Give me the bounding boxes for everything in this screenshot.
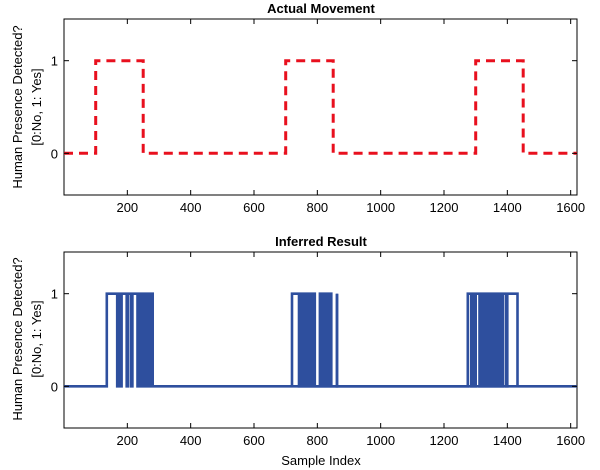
x-tick-label: 1400 bbox=[493, 200, 522, 215]
chart-inferred-result: Inferred Result Human Presence Detected?… bbox=[10, 234, 585, 468]
x-tick-label: 800 bbox=[306, 200, 328, 215]
series-line-1 bbox=[64, 292, 577, 388]
x-tick-label: 1600 bbox=[556, 200, 585, 215]
plot-area: 200 400 600 800 1000 1200 1400 1600 0 1 bbox=[51, 18, 585, 215]
y-axis-label-line-2: [0:No, 1: Yes] bbox=[29, 300, 44, 377]
x-axis-label: Sample Index bbox=[281, 453, 361, 468]
x-tick-label: 1200 bbox=[430, 433, 459, 448]
x-tick-label: 800 bbox=[306, 433, 328, 448]
plot-frame bbox=[63, 18, 578, 196]
y-axis-label-line-1: Human Presence Detected? bbox=[10, 257, 25, 420]
series-line-3 bbox=[335, 292, 519, 388]
y-tick-label: 1 bbox=[51, 54, 58, 69]
plot-area: 200 400 600 800 1000 1200 1400 1600 0 1 bbox=[51, 251, 585, 448]
series-line-2 bbox=[290, 292, 339, 388]
x-tick-label: 1600 bbox=[556, 433, 585, 448]
x-tick-label: 1200 bbox=[430, 200, 459, 215]
chart-actual-movement: Actual Movement Human Presence Detected?… bbox=[10, 1, 585, 215]
x-tick-label: 200 bbox=[116, 200, 138, 215]
chart-title: Actual Movement bbox=[267, 1, 375, 16]
x-tick-label: 600 bbox=[243, 433, 265, 448]
x-tick-label: 400 bbox=[180, 200, 202, 215]
x-tick-label: 600 bbox=[243, 200, 265, 215]
y-tick-label: 0 bbox=[51, 379, 58, 394]
x-tick-label: 1400 bbox=[493, 433, 522, 448]
chart-title: Inferred Result bbox=[275, 234, 367, 249]
x-tick-label: 1000 bbox=[366, 433, 395, 448]
y-axis-label-line-1: Human Presence Detected? bbox=[10, 25, 25, 188]
y-tick-label: 0 bbox=[51, 146, 58, 161]
x-tick-label: 200 bbox=[116, 433, 138, 448]
y-axis-label-line-2: [0:No, 1: Yes] bbox=[29, 68, 44, 145]
x-tick-label: 1000 bbox=[366, 200, 395, 215]
x-tick-label: 400 bbox=[180, 433, 202, 448]
y-tick-label: 1 bbox=[51, 287, 58, 302]
